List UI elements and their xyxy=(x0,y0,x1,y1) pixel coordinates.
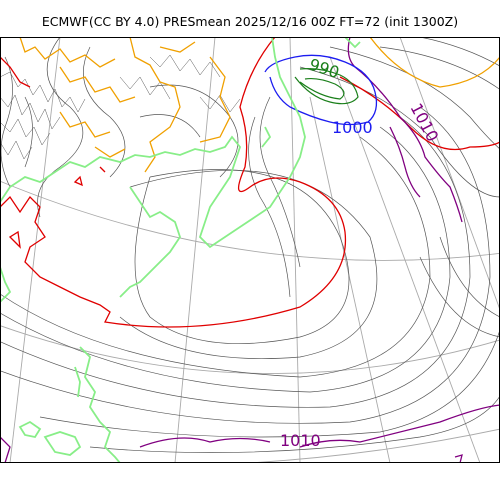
isobars xyxy=(0,37,500,453)
terrain-contours xyxy=(0,54,241,160)
latitude-line xyxy=(40,428,500,463)
contour-label-1000: 1000 xyxy=(332,118,373,137)
isobar-990 xyxy=(294,68,359,105)
isobar-1020 xyxy=(0,37,500,328)
latitude-line xyxy=(0,180,500,261)
isobar-1000 xyxy=(264,54,378,126)
longitude-line xyxy=(309,96,391,463)
coastline xyxy=(0,37,361,463)
longitude-line xyxy=(174,37,216,463)
isobar-1030 xyxy=(19,37,500,173)
map-title: ECMWF(CC BY 4.0) PRESmean 2025/12/16 00Z… xyxy=(41,14,459,29)
contour-label-1010-south: 1010 xyxy=(280,431,321,450)
longitude-line xyxy=(399,37,500,312)
pressure-map: 990 1000 1010 1010 xyxy=(0,37,500,463)
longitude-line xyxy=(9,37,61,463)
graticule xyxy=(0,37,500,463)
